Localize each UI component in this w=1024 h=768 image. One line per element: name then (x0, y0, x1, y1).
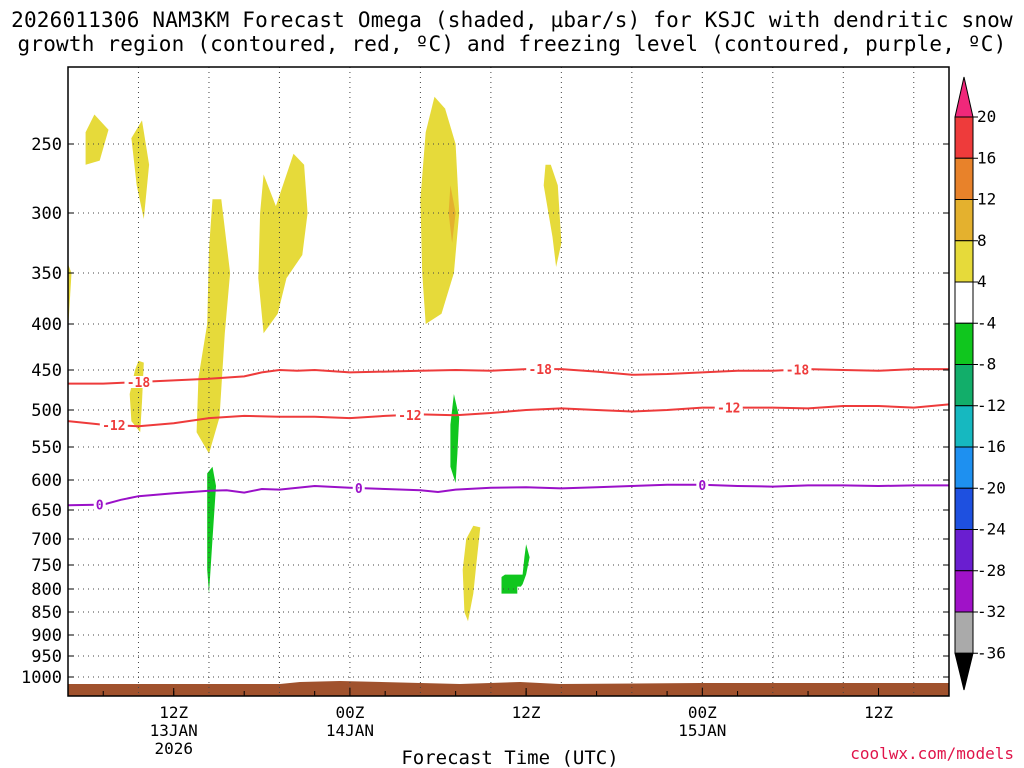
omega-region (420, 96, 460, 324)
x-tick-year: 2026 (154, 739, 193, 758)
y-tick-label: 900 (31, 626, 62, 646)
colorbar-label: -24 (977, 520, 1006, 539)
omega-region (501, 544, 530, 594)
contour-label: 0 (355, 482, 363, 497)
colorbar-swatch (954, 157, 974, 200)
y-tick-label: 1000 (21, 668, 62, 688)
contour-label: -12 (398, 409, 421, 424)
contour-label-bg (526, 363, 555, 376)
omega-region (543, 164, 562, 267)
colorbar-label: -20 (977, 478, 1006, 497)
x-tick-label: 12Z (512, 703, 541, 722)
x-tick-date: 14JAN (326, 721, 374, 740)
contour-label: -12 (102, 419, 125, 434)
credit-text[interactable]: coolwx.com/models (850, 744, 1014, 763)
contour-line (68, 483, 949, 507)
x-tick-label: 12Z (159, 703, 188, 722)
colorbar-label: 4 (977, 272, 987, 291)
y-tick-label: 950 (31, 647, 62, 667)
colorbar-swatch (954, 199, 974, 242)
contour-label-bg (714, 401, 743, 414)
y-tick-label: 500 (31, 401, 62, 421)
chart-title-line2: growth region (contoured, red, ºC) and f… (17, 32, 1007, 56)
y-tick-label: 450 (31, 361, 62, 381)
contour-label: -12 (717, 402, 740, 417)
contour-label-bg (124, 376, 153, 388)
contour-label: 0 (96, 499, 104, 514)
x-axis-title: Forecast Time (UTC) (401, 747, 618, 768)
colorbar-label: -12 (977, 396, 1006, 415)
contour-label-bg (93, 498, 106, 511)
chart-title-line1: 2026011306 NAM3KM Forecast Omega (shaded… (11, 8, 1013, 32)
colorbar-label: 16 (977, 148, 996, 167)
contour-label-bg (783, 363, 812, 376)
contour-label-bg (352, 482, 365, 495)
y-tick-label: 400 (31, 315, 62, 335)
colorbar-label: -8 (977, 355, 996, 374)
y-tick-label: 250 (31, 135, 62, 155)
colorbar-label: 12 (977, 190, 996, 209)
contour-label: -18 (786, 364, 810, 379)
colorbar-swatch (954, 611, 974, 654)
omega-region (85, 114, 109, 165)
colorbar-label: -32 (977, 602, 1006, 621)
x-tick-label: 00Z (688, 703, 717, 722)
ground-surface (68, 681, 949, 696)
y-tick-label: 600 (31, 471, 62, 491)
contour-label-bg (696, 478, 709, 491)
colorbar-label: 20 (977, 107, 996, 126)
colorbar-swatch (954, 446, 974, 489)
colorbar-swatch (954, 405, 974, 448)
y-tick-label: 750 (31, 556, 62, 576)
plot-frame (67, 66, 950, 697)
colorbar-label: -36 (977, 643, 1006, 662)
omega-region (196, 199, 231, 454)
omega-region (450, 394, 460, 483)
x-tick-label: 12Z (864, 703, 893, 722)
y-tick-label: 700 (31, 530, 62, 550)
plot-area: -18 -18 -18 -12 -12 -12 0 0 0 (68, 67, 949, 696)
contour-label-bg (99, 419, 128, 432)
colorbar-top-arrow (954, 76, 974, 118)
y-tick-label: 350 (31, 264, 62, 284)
y-tick-label: 300 (31, 204, 62, 224)
contour-label: -18 (528, 363, 552, 378)
contour-label: 0 (698, 479, 706, 494)
omega-region (129, 360, 144, 433)
colorbar-swatch (954, 570, 974, 613)
y-tick-label: 800 (31, 580, 62, 600)
x-tick-date: 13JAN (150, 721, 198, 740)
colorbar-label: -28 (977, 561, 1006, 580)
colorbar-label: -16 (977, 437, 1006, 456)
y-tick-label: 850 (31, 603, 62, 623)
omega-region (68, 264, 72, 331)
colorbar-swatch (954, 487, 974, 530)
y-tick-label: 650 (31, 501, 62, 521)
omega-region (258, 153, 308, 334)
x-tick-date: 15JAN (678, 721, 726, 740)
omega-region (462, 525, 481, 622)
omega-region (448, 185, 456, 243)
contour-label: -18 (127, 376, 151, 391)
colorbar-swatch (954, 364, 974, 407)
omega-region (131, 120, 150, 219)
x-tick-label: 00Z (335, 703, 364, 722)
omega-region (207, 466, 216, 594)
colorbar-swatch (954, 116, 974, 159)
colorbar-label: 8 (977, 231, 987, 250)
colorbar-swatch (954, 281, 974, 324)
colorbar-swatch (954, 240, 974, 283)
contour-label-bg (395, 408, 424, 421)
colorbar-bottom-arrow (954, 652, 974, 691)
colorbar-swatch (954, 322, 974, 365)
colorbar-label: -4 (977, 313, 996, 332)
contour-line (68, 403, 949, 428)
y-tick-label: 550 (31, 438, 62, 458)
colorbar-swatch (954, 529, 974, 572)
